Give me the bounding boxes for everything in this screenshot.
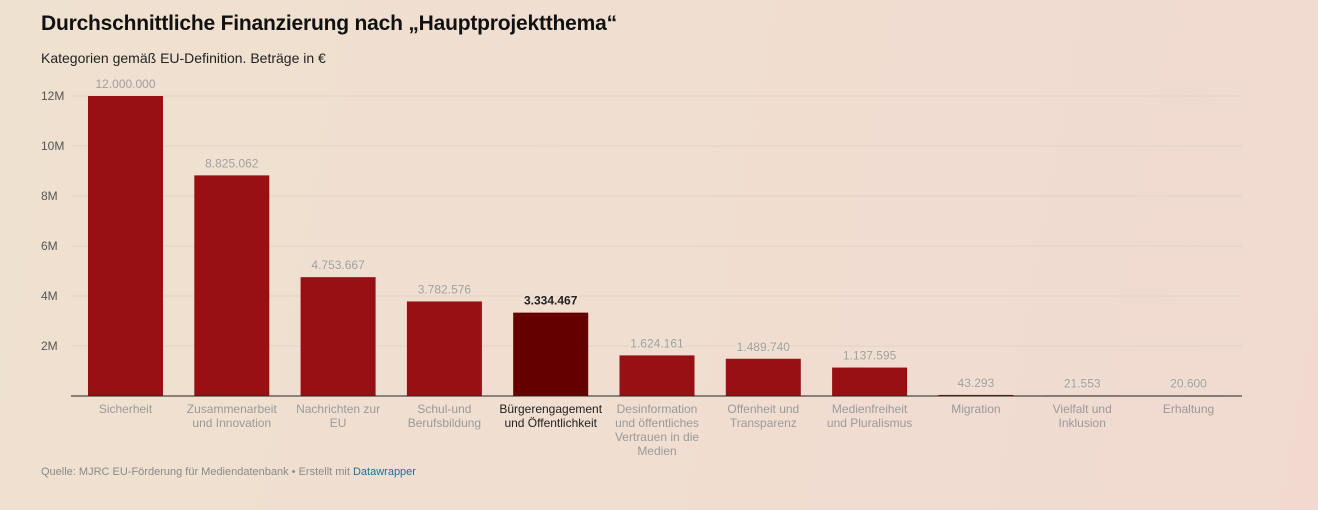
- value-label: 3.782.576: [418, 282, 472, 296]
- value-label: 3.334.467: [524, 294, 578, 308]
- category-label: Vielfalt und Inklusion: [1053, 402, 1112, 430]
- category-label: Schul-und Berufsbildung: [408, 402, 481, 430]
- category-label: Migration: [951, 402, 1000, 416]
- category-label: Erhaltung: [1163, 402, 1214, 416]
- bar: [725, 358, 801, 396]
- category-label: Bürgerengagement und Öffentlichkeit: [499, 402, 602, 430]
- y-tick-label: 2M: [41, 339, 58, 353]
- bar: [938, 394, 1014, 396]
- y-tick-label: 12M: [41, 89, 64, 103]
- chart-subtitle: Kategorien gemäß EU-Definition. Beträge …: [41, 50, 326, 66]
- bar: [406, 301, 482, 396]
- y-tick-label: 4M: [41, 289, 58, 303]
- bar: [513, 312, 589, 396]
- value-label: 1.137.595: [843, 349, 897, 363]
- y-tick-label: 6M: [41, 239, 58, 253]
- source-text: Quelle: MJRC EU-Förderung für Mediendate…: [41, 466, 353, 478]
- category-label: Offenheit und Transparenz: [727, 402, 799, 430]
- chart-title: Durchschnittliche Finanzierung nach „Hau…: [41, 12, 617, 35]
- value-label: 4.753.667: [311, 258, 365, 272]
- datawrapper-link[interactable]: Datawrapper: [352, 466, 416, 478]
- bar: [194, 175, 270, 396]
- bar: [300, 277, 376, 396]
- value-label: 1.624.161: [630, 336, 684, 350]
- value-label: 1.489.740: [737, 340, 791, 354]
- category-label: Zusammenarbeit und Innovation: [187, 402, 278, 430]
- category-label: Desinformation und öffentliches Vertrauen …: [615, 402, 699, 458]
- value-label: 20.600: [1170, 376, 1207, 390]
- category-label: Nachrichten zur EU: [296, 402, 380, 430]
- value-label: 43.293: [958, 376, 995, 390]
- value-label: 21.553: [1064, 376, 1101, 390]
- category-label: Sicherheit: [99, 402, 153, 416]
- y-tick-label: 10M: [41, 139, 64, 153]
- y-tick-label: 8M: [41, 189, 58, 203]
- bar: [832, 367, 908, 396]
- value-label: 8.825.062: [205, 156, 259, 170]
- bar: [619, 355, 695, 396]
- bar: [88, 96, 163, 396]
- category-label: Medienfreiheit und Pluralismus: [827, 402, 912, 430]
- chart-footer: Quelle: MJRC EU-Förderung für Mediendate…: [41, 466, 416, 478]
- value-label: 12.000.000: [95, 77, 155, 91]
- bar-chart: 2M 4M 6M 8M 10M 12M 12.000.000 Sicherheit 8.825.…: [41, 76, 1242, 458]
